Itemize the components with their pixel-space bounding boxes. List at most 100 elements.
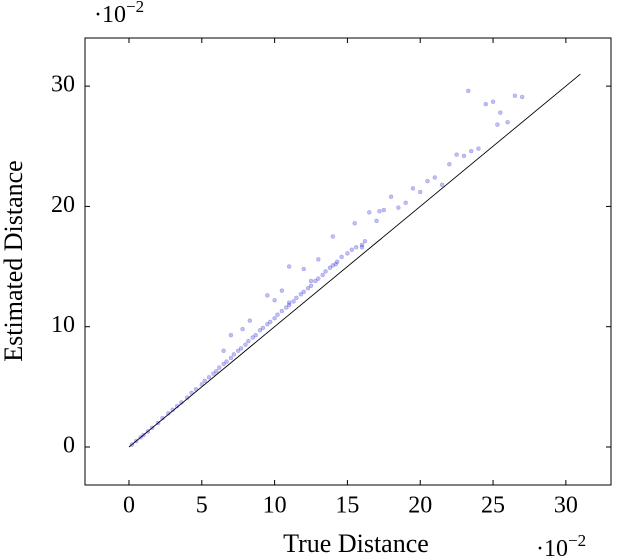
point [257,328,263,333]
point [305,285,311,291]
point [240,326,245,332]
point [461,153,467,159]
point [202,378,207,384]
point [141,432,146,438]
point [490,99,496,105]
point [228,332,234,338]
point [432,175,438,180]
y-multiplier: ·10−2 [94,0,144,28]
point [267,319,273,325]
y-axis-label: Estimated Distance [0,160,28,361]
point [512,93,518,98]
point [333,261,339,267]
point [286,302,292,308]
point [228,355,234,361]
point [250,335,256,340]
point [313,278,318,284]
point [129,442,135,447]
point [284,305,289,310]
point [505,119,510,125]
point [339,254,344,260]
point [155,420,161,426]
point [286,264,292,269]
point [425,178,430,184]
point [362,239,368,244]
point [308,278,314,284]
point [291,299,296,304]
x-tick-label: 20 [408,493,432,519]
y-tick-label: 30 [51,72,75,98]
point [260,325,266,331]
point [231,352,237,357]
point [150,425,155,430]
point [298,291,304,297]
x-axis-label: True Distance [283,529,429,558]
point [330,263,336,268]
x-tick-label: 0 [123,493,135,519]
point [301,266,306,272]
y-tick-label: 0 [63,432,75,458]
point [224,359,229,364]
x-tick-label: 5 [196,493,208,519]
point [160,415,165,421]
point [439,182,445,188]
point [345,251,350,256]
x-tick-label: 25 [481,493,505,519]
point [316,257,321,262]
point [466,88,471,94]
point [359,242,365,248]
point [272,316,277,321]
point [221,348,226,354]
x-multiplier-base: ·10 [536,536,568,560]
point [265,293,270,298]
x-tick-label: 10 [263,493,287,519]
point [189,390,194,396]
point [396,205,401,210]
point [353,245,359,250]
point [279,288,285,293]
x-multiplier-exponent: −2 [568,531,586,550]
point [320,272,325,278]
point [246,338,251,344]
point [243,342,248,347]
x-multiplier: ·10−2 [536,531,586,560]
point [217,365,222,370]
point [330,234,336,239]
point [359,245,365,250]
point [214,368,219,374]
point [334,259,340,264]
point [179,400,184,405]
point [166,411,171,416]
point [410,186,416,191]
point [193,386,199,392]
point [417,189,423,195]
point [174,403,180,409]
point [138,435,143,440]
point [308,283,314,289]
point [272,297,277,303]
point [388,194,394,200]
point [374,218,379,224]
point [265,322,270,327]
point [476,146,481,151]
point [286,300,292,305]
point [367,210,372,215]
plot-frame [84,37,612,486]
point [381,207,387,213]
y-multiplier-base: ·10 [94,2,126,28]
point [247,318,253,323]
point [279,308,285,314]
reference-line [128,73,581,448]
point [253,332,258,338]
point [134,438,139,444]
point [211,371,216,376]
point [199,382,205,387]
point [454,152,459,157]
point [403,200,408,206]
point [170,407,175,412]
point [468,148,474,154]
point [145,429,151,434]
point [327,265,333,271]
